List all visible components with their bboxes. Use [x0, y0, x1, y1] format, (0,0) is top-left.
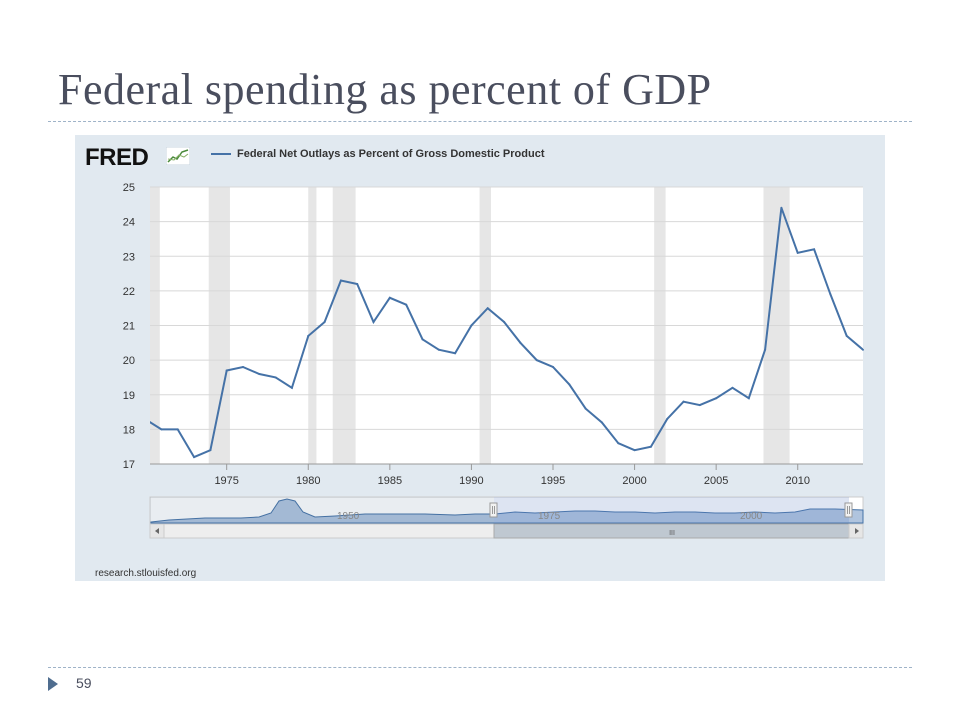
- navigator-selection[interactable]: [494, 497, 849, 523]
- navigator-right-handle[interactable]: [844, 502, 853, 518]
- data-point: [486, 307, 489, 310]
- navigator-series-area: [150, 498, 864, 524]
- data-point: [388, 296, 391, 299]
- data-point: [290, 386, 293, 389]
- data-point: [829, 293, 832, 296]
- y-tick-label: 23: [123, 251, 135, 263]
- footer-divider: [48, 667, 912, 668]
- data-point: [682, 400, 685, 403]
- y-tick-label: 24: [123, 217, 135, 229]
- data-point: [160, 428, 163, 431]
- navigator-label: 2000: [740, 511, 763, 522]
- data-point: [600, 421, 603, 424]
- data-point: [731, 386, 734, 389]
- scroll-left-arrow-icon: [155, 528, 159, 534]
- fred-logo-chart-icon: [166, 147, 190, 165]
- x-tick-label: 1990: [459, 475, 483, 487]
- data-point: [421, 338, 424, 341]
- data-point: [209, 449, 212, 452]
- navigator-mask-left: [150, 497, 494, 523]
- x-tick-label: 2005: [704, 475, 728, 487]
- data-point: [633, 449, 636, 452]
- data-point: [225, 369, 228, 372]
- data-point: [584, 407, 587, 410]
- line-chart: 17 18 19 20 21 22 23 24 25 1975 1980 1985 1990 1995 2…: [123, 182, 864, 539]
- legend-label: Federal Net Outlays as Percent of Gross …: [237, 148, 545, 160]
- data-point: [649, 445, 652, 448]
- slide-title: Federal spending as percent of GDP: [58, 65, 712, 114]
- data-point: [747, 397, 750, 400]
- x-tick-label: 1985: [378, 475, 402, 487]
- data-point: [862, 348, 864, 351]
- chart-legend: Federal Net Outlays as Percent of Gross …: [211, 148, 544, 160]
- data-point: [698, 404, 701, 407]
- y-tick-label: 25: [123, 182, 135, 194]
- x-tick-label: 1995: [541, 475, 565, 487]
- scroll-right-arrow-icon: [855, 528, 859, 534]
- data-point: [323, 321, 326, 324]
- fred-chart-panel: FRED Federal Net Outlays as Percent of G…: [75, 135, 885, 581]
- data-point: [437, 348, 440, 351]
- data-point: [535, 359, 538, 362]
- data-point: [339, 279, 342, 282]
- y-tick-label: 18: [123, 424, 135, 436]
- navigator-left-handle[interactable]: [489, 502, 498, 518]
- source-link[interactable]: research.stlouisfed.org: [95, 568, 197, 579]
- data-point: [813, 248, 816, 251]
- slide-bullet-icon: [48, 677, 58, 691]
- x-tick-label: 1980: [296, 475, 320, 487]
- data-point: [666, 417, 669, 420]
- y-tick-label: 19: [123, 390, 135, 402]
- y-tick-label: 17: [123, 459, 135, 471]
- data-point: [552, 366, 554, 369]
- data-point: [780, 206, 783, 209]
- data-point: [405, 303, 408, 306]
- y-tick-label: 21: [123, 321, 135, 333]
- data-point: [503, 321, 506, 324]
- y-tick-label: 22: [123, 286, 135, 298]
- data-point: [715, 397, 718, 400]
- data-point: [845, 334, 848, 337]
- data-point: [258, 372, 261, 375]
- fred-logo[interactable]: FRED: [85, 144, 149, 171]
- y-tick-label: 20: [123, 355, 135, 367]
- data-point: [568, 383, 571, 386]
- page-number: 59: [76, 675, 92, 691]
- data-point: [617, 442, 620, 445]
- navigator-label: 1975: [538, 511, 561, 522]
- data-point: [356, 282, 359, 285]
- x-tick-label: 1975: [214, 475, 238, 487]
- data-point: [796, 251, 799, 254]
- data-point: [242, 366, 244, 369]
- data-point: [764, 348, 767, 351]
- navigator-label: 1950: [337, 511, 360, 522]
- x-tick-label: 2010: [785, 475, 809, 487]
- legend-swatch: [211, 153, 231, 155]
- data-point: [454, 352, 457, 355]
- data-point: [519, 341, 522, 344]
- data-point: [372, 321, 375, 324]
- data-point: [470, 324, 473, 327]
- data-point: [176, 428, 179, 431]
- data-point: [193, 456, 196, 459]
- data-point: [274, 376, 277, 379]
- x-tick-label: 2000: [622, 475, 646, 487]
- data-point: [307, 334, 310, 337]
- scrollbar-grip: III: [669, 530, 675, 537]
- title-divider: [48, 121, 912, 122]
